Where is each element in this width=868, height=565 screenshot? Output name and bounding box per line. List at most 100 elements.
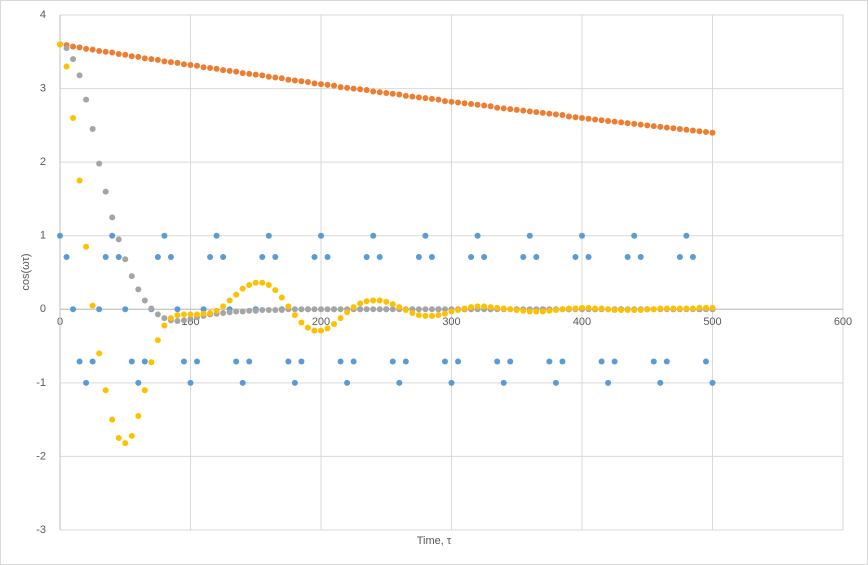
point [331,82,338,89]
point [226,67,233,74]
point [265,307,272,314]
point [265,73,272,80]
point [494,304,501,311]
point [291,379,298,386]
point [624,120,631,127]
point [115,254,122,261]
point [363,254,370,261]
point [135,53,142,60]
point [448,98,455,105]
point [57,41,63,48]
point [611,358,618,365]
point [102,48,109,55]
point [494,358,501,365]
point [200,64,207,71]
point [194,311,201,318]
point [396,304,403,311]
point [63,63,70,70]
point [76,72,83,79]
point [605,306,612,313]
point [63,254,70,261]
point [200,306,207,313]
point [657,379,664,386]
point [500,305,507,312]
x-tick-label: 300 [442,316,460,328]
point [102,254,109,261]
point [122,256,129,263]
point [428,95,435,102]
point [63,45,70,52]
point [70,43,77,50]
point [89,358,96,365]
point [135,286,142,293]
point [559,358,566,365]
point [141,55,148,62]
point [526,308,533,315]
point [455,307,462,314]
x-tick-label: 500 [703,316,721,328]
point [415,254,422,261]
point [96,350,103,357]
point [141,297,148,304]
point [135,379,142,386]
point [304,78,311,85]
point [605,379,612,386]
point [435,306,442,313]
point [83,379,90,386]
point [70,56,77,63]
point [370,88,377,95]
point [624,307,631,314]
point [670,305,677,312]
point [585,304,592,311]
point [350,304,357,311]
point [259,279,266,286]
point [402,358,409,365]
point [226,297,233,304]
point [415,306,422,313]
point [115,435,122,442]
point [70,115,77,121]
point [83,243,90,250]
point [565,305,572,312]
point [396,379,403,386]
point [154,337,161,344]
point [389,301,396,308]
point [226,309,233,316]
point [657,123,664,130]
point [428,306,435,313]
point [383,306,390,313]
point [663,305,670,312]
point [618,307,625,314]
point [585,115,592,122]
point [207,254,214,261]
point [689,127,696,134]
point [291,312,298,319]
point [180,317,187,324]
point [441,358,448,365]
point [507,358,514,365]
point [109,49,116,56]
point [122,51,129,58]
point [337,315,344,322]
point [298,358,305,365]
point [533,254,540,261]
point [180,311,187,318]
point [709,304,716,311]
point [396,91,403,98]
point [357,86,364,93]
point [102,387,109,394]
point [324,325,331,332]
point [331,306,338,313]
point [291,77,298,84]
point [402,307,409,314]
point [670,125,677,132]
point [272,74,279,81]
point [154,56,161,63]
point [337,84,344,91]
point [376,254,383,261]
point [141,358,148,365]
point [611,118,618,125]
point [389,306,396,313]
point [709,379,716,386]
